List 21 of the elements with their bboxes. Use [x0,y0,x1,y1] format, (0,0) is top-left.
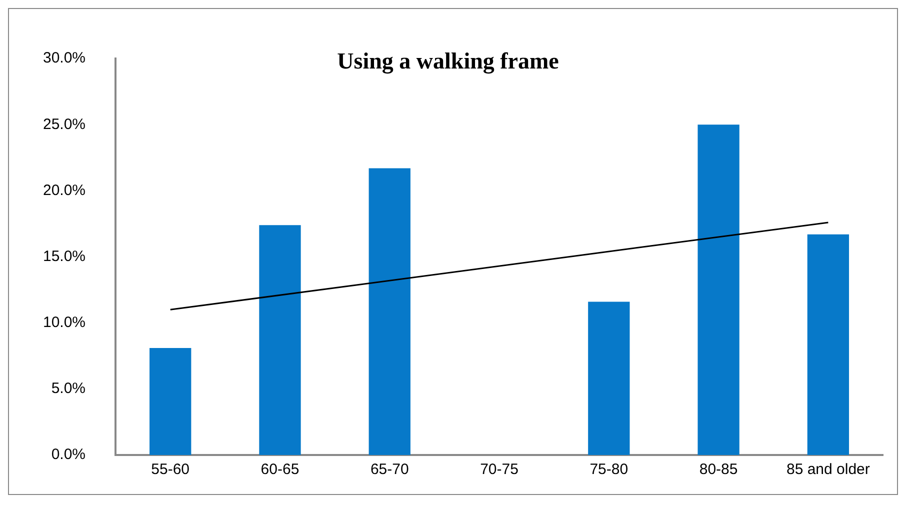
x-tick-label: 55-60 [151,461,190,478]
bar [588,302,630,455]
y-tick-label: 25.0% [42,116,86,133]
y-tick-label: 5.0% [51,380,86,398]
x-tick-label: 70-75 [480,461,518,478]
bar [368,168,410,455]
x-tick-label: 75-80 [590,461,628,478]
y-tick-label: 15.0% [42,248,86,265]
y-tick-label: 10.0% [42,314,86,332]
x-tick-label: 65-70 [370,461,409,478]
chart-title: Using a walking frame [337,48,559,75]
x-tick-label: 80-85 [699,461,738,478]
y-tick-label: 20.0% [42,182,86,199]
bar [807,234,850,455]
bar [150,348,192,455]
bar [698,124,740,455]
x-tick-label: 85 and older [786,461,870,478]
y-tick-label: 30.0% [42,50,86,67]
y-tick-label: 0.0% [51,446,86,464]
bar [259,225,301,455]
x-tick-label: 60-65 [260,461,300,478]
